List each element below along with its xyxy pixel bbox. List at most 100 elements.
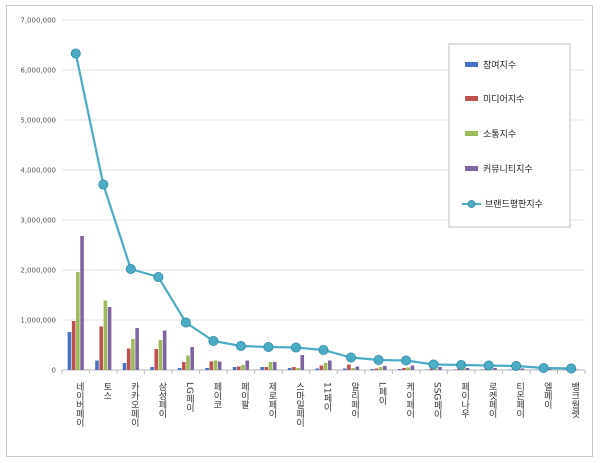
bar [535, 369, 540, 370]
x-category-label: 페이팔 [239, 382, 249, 409]
bar [351, 368, 355, 370]
bar [508, 369, 512, 370]
bar [217, 361, 222, 370]
bar [186, 355, 190, 370]
bar [425, 369, 430, 370]
x-category-label: 페이나우 [459, 382, 469, 419]
bar [177, 368, 182, 370]
x-category-label: 로켓페이 [487, 382, 497, 419]
x-category-label: 티몬페이 [514, 382, 524, 419]
bar [548, 369, 552, 370]
bar [245, 360, 250, 370]
legend-label: 미디어지수 [483, 94, 524, 105]
line-point [428, 359, 439, 370]
y-tick-label: 0 [52, 367, 56, 375]
bar [126, 348, 131, 370]
bar [190, 347, 194, 370]
bar [347, 364, 351, 370]
legend-label: 참여지수 [483, 59, 516, 71]
bar [241, 365, 245, 370]
y-tick-label: 2,000,000 [20, 267, 56, 275]
x-category-label: 뱅크월렛 [569, 382, 579, 419]
legend-swatch [465, 96, 478, 101]
bar [323, 363, 328, 370]
y-tick-label: 6,000,000 [20, 67, 56, 75]
x-category-label: 페이코 [211, 382, 221, 409]
x-category-label: 11페이 [322, 382, 332, 412]
line-point [70, 48, 81, 59]
bar [162, 330, 167, 370]
line-point [208, 335, 219, 346]
bar [272, 362, 277, 370]
x-category-label: 엘페이 [542, 382, 552, 410]
bar [264, 367, 269, 370]
line-point [373, 354, 384, 365]
line-point [180, 317, 191, 328]
bar [406, 367, 410, 370]
bar [520, 368, 525, 370]
legend-label: 브랜드평판지수 [485, 199, 543, 210]
y-tick-label: 3,000,000 [20, 217, 56, 225]
bar [76, 272, 80, 370]
bar [205, 368, 209, 370]
bar [71, 321, 76, 370]
bar [232, 367, 237, 370]
bar [300, 355, 305, 370]
x-category-label: 토스 [101, 382, 111, 400]
x-category-label: LG페이 [184, 382, 194, 413]
y-tick-label: 1,000,000 [20, 317, 56, 325]
bar [465, 368, 470, 370]
bar [209, 361, 214, 370]
bar [296, 368, 300, 370]
bar [213, 360, 218, 370]
y-tick-label: 7,000,000 [20, 17, 56, 25]
line-point [346, 352, 357, 363]
line-point [98, 179, 109, 190]
bar [397, 369, 402, 370]
bar [453, 369, 457, 370]
bar [268, 362, 273, 370]
bar [122, 363, 127, 370]
bar [107, 307, 112, 370]
bar [374, 368, 379, 370]
bar [237, 366, 241, 370]
bar [292, 367, 296, 370]
bar [131, 339, 135, 370]
bar [315, 368, 319, 370]
bar [328, 360, 332, 370]
bar [150, 367, 154, 370]
line-point [401, 355, 412, 366]
y-tick-label: 4,000,000 [20, 167, 56, 175]
x-category-label: L페이 [377, 382, 387, 406]
bar [378, 367, 383, 370]
bar [383, 366, 387, 370]
line-point [511, 360, 522, 371]
bar [410, 365, 415, 370]
bar [370, 369, 375, 370]
bar [319, 365, 324, 370]
x-category-label: 알리페이 [349, 382, 359, 419]
line-point [290, 342, 301, 353]
bar [67, 332, 72, 370]
x-category-label: SSG페이 [432, 382, 442, 419]
line-point [125, 263, 136, 274]
y-tick-label: 5,000,000 [20, 117, 56, 125]
line-point [483, 360, 494, 371]
x-category-label: 삼성페이 [156, 382, 166, 419]
bar [480, 369, 485, 370]
line-point [153, 271, 164, 282]
line-point [566, 363, 577, 374]
bar [80, 236, 84, 370]
legend-line-marker [467, 200, 476, 208]
bar [154, 349, 159, 370]
bar [95, 360, 99, 370]
bar [135, 328, 139, 370]
bar [287, 368, 292, 370]
x-category-label: 스마일페이 [294, 382, 304, 428]
bar [433, 369, 438, 370]
bar [493, 368, 497, 370]
line-point [235, 340, 246, 351]
bar [99, 326, 103, 370]
bar [438, 367, 442, 370]
